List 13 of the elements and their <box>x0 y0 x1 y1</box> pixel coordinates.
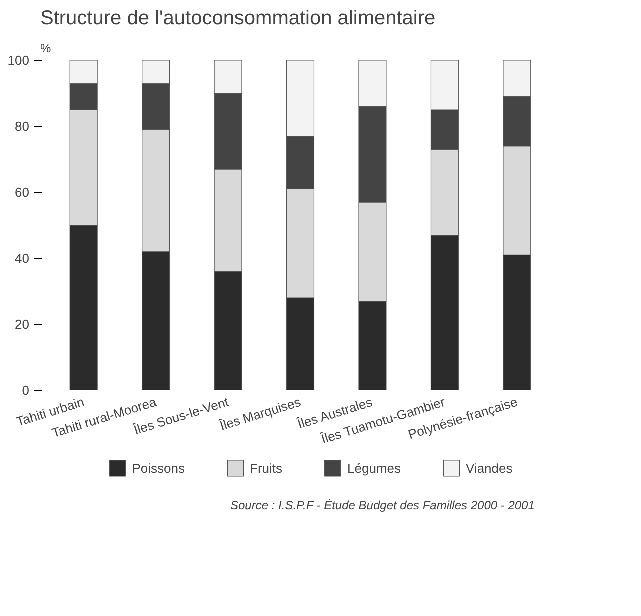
legend-label: Viandes <box>466 460 513 476</box>
chart-title: Structure de l'autoconsommation alimentaire <box>40 8 436 30</box>
y-tick-label: 100 <box>8 53 30 68</box>
legend-label: Fruits <box>250 460 283 476</box>
y-tick-label: 60 <box>15 185 30 200</box>
legend-label: Poissons <box>132 460 186 476</box>
y-tick-label: 80 <box>15 119 30 134</box>
legend-label: Légumes <box>348 460 401 476</box>
y-tick-label: 0 <box>22 383 30 398</box>
y-tick-label: 20 <box>15 317 30 332</box>
y-axis-title: % <box>40 42 52 56</box>
y-tick-label: 40 <box>15 251 30 266</box>
source-note: Source : I.S.P.F - Étude Budget des Familles 2000 - 2001 <box>230 498 535 512</box>
